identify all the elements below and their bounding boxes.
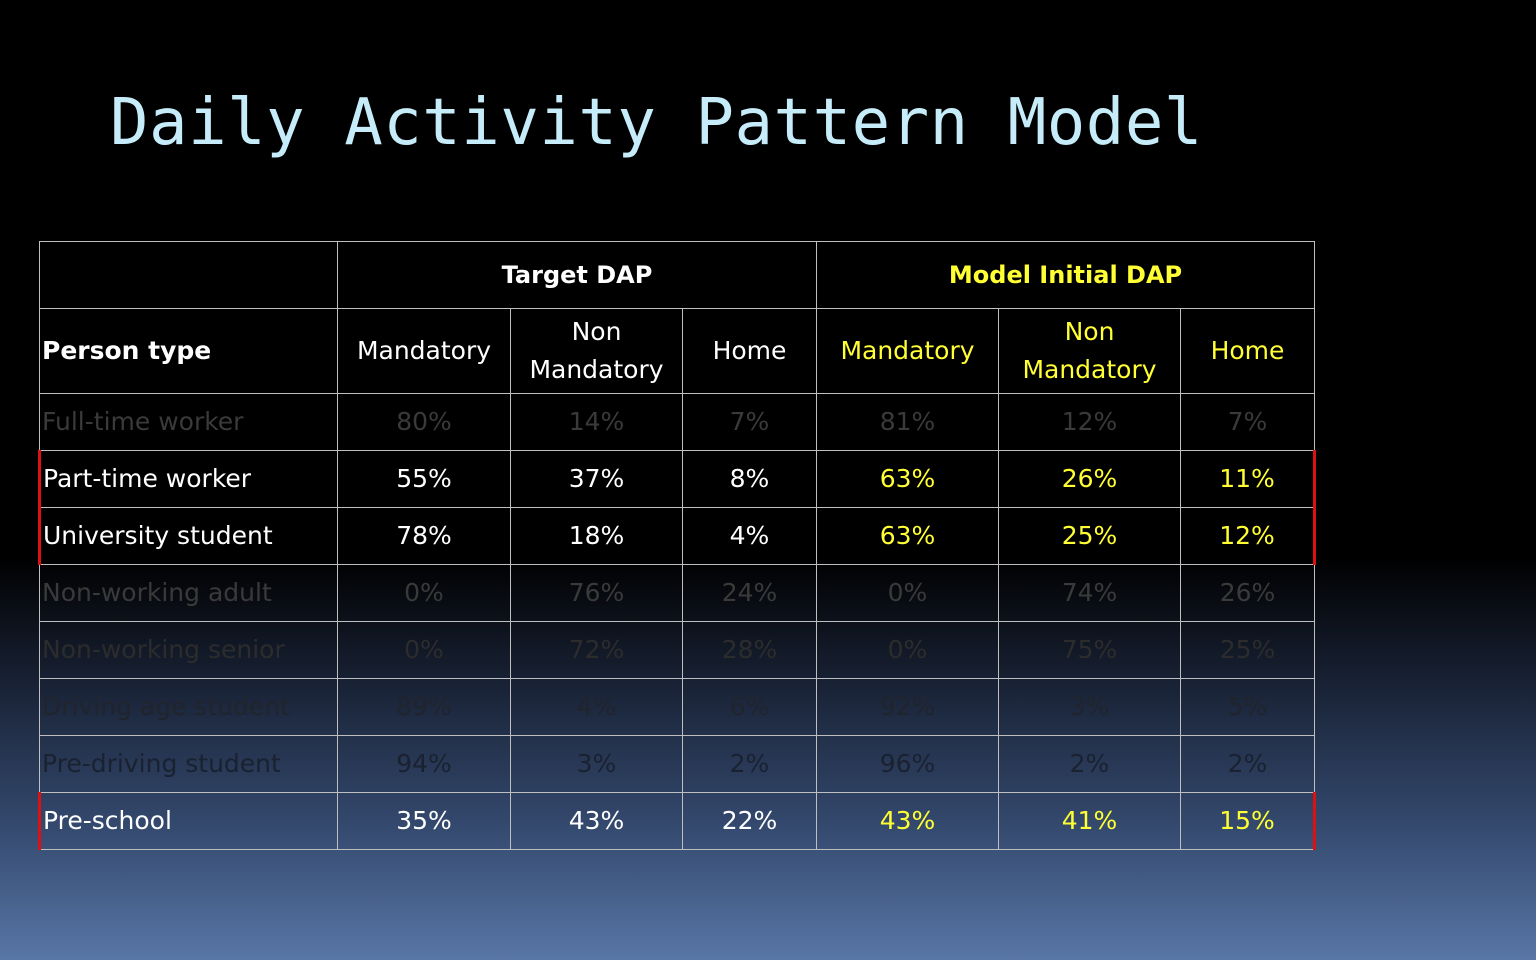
cell-target-home: 28% [682, 621, 817, 679]
cell-target-non-mandatory: 43% [510, 792, 683, 850]
column-header-row: Person type Mandatory Non Mandatory Home… [39, 308, 1315, 394]
cell-target-mandatory: 0% [337, 564, 511, 622]
cell-target-mandatory: 78% [337, 507, 511, 565]
cell-target-home: 6% [682, 678, 817, 736]
cell-target-home: 22% [682, 792, 817, 850]
cell-model-non-mandatory: 25% [998, 507, 1181, 565]
table-row: Pre-driving student 94% 3% 2% 96% 2% 2% [39, 735, 1315, 793]
cell-target-non-mandatory: 72% [510, 621, 683, 679]
row-label: Full-time worker [39, 393, 338, 451]
cell-model-mandatory: 63% [816, 507, 999, 565]
group-header-target: Target DAP [337, 241, 817, 309]
cell-target-non-mandatory: 3% [510, 735, 683, 793]
table-row: Full-time worker 80% 14% 7% 81% 12% 7% [39, 393, 1315, 451]
group-header-model: Model Initial DAP [816, 241, 1315, 309]
cell-target-non-mandatory: 76% [510, 564, 683, 622]
col-header-model-non-mandatory: Non Mandatory [998, 308, 1181, 394]
cell-model-mandatory: 81% [816, 393, 999, 451]
cell-model-mandatory: 0% [816, 621, 999, 679]
cell-model-home: 7% [1180, 393, 1315, 451]
row-label: University student [38, 507, 338, 565]
table-row: Driving age student 89% 4% 6% 92% 3% 5% [39, 678, 1315, 736]
cell-target-home: 4% [682, 507, 817, 565]
cell-model-home: 25% [1180, 621, 1315, 679]
col-header-model-home: Home [1180, 308, 1315, 394]
cell-model-mandatory: 63% [816, 450, 999, 508]
row-label: Pre-driving student [39, 735, 338, 793]
table-row: Non-working senior 0% 72% 28% 0% 75% 25% [39, 621, 1315, 679]
row-label: Driving age student [39, 678, 338, 736]
cell-model-mandatory: 43% [816, 792, 999, 850]
cell-model-mandatory: 96% [816, 735, 999, 793]
cell-model-home: 15% [1180, 792, 1316, 850]
cell-model-mandatory: 92% [816, 678, 999, 736]
cell-model-non-mandatory: 41% [998, 792, 1181, 850]
cell-model-home: 12% [1180, 507, 1316, 565]
empty-header-cell [39, 241, 338, 309]
cell-target-home: 2% [682, 735, 817, 793]
col-header-target-home: Home [682, 308, 817, 394]
row-label: Non-working adult [39, 564, 338, 622]
cell-target-non-mandatory: 18% [510, 507, 683, 565]
table-row: Non-working adult 0% 76% 24% 0% 74% 26% [39, 564, 1315, 622]
cell-model-non-mandatory: 26% [998, 450, 1181, 508]
table-row-highlighted: Pre-school 35% 43% 22% 43% 41% 15% [38, 792, 1316, 850]
cell-target-mandatory: 55% [337, 450, 511, 508]
cell-target-non-mandatory: 37% [510, 450, 683, 508]
dap-table: Target DAP Model Initial DAP Person type… [38, 241, 1316, 850]
cell-model-home: 5% [1180, 678, 1315, 736]
cell-model-non-mandatory: 2% [998, 735, 1181, 793]
cell-target-non-mandatory: 4% [510, 678, 683, 736]
table-row-highlighted: Part-time worker 55% 37% 8% 63% 26% 11% [38, 450, 1316, 508]
cell-target-mandatory: 35% [337, 792, 511, 850]
page-title: Daily Activity Pattern Model [110, 86, 1203, 160]
row-label: Part-time worker [38, 450, 338, 508]
row-label: Non-working senior [39, 621, 338, 679]
person-type-header: Person type [39, 308, 338, 394]
cell-model-non-mandatory: 12% [998, 393, 1181, 451]
cell-model-mandatory: 0% [816, 564, 999, 622]
cell-target-home: 24% [682, 564, 817, 622]
cell-model-home: 26% [1180, 564, 1315, 622]
cell-target-mandatory: 89% [337, 678, 511, 736]
cell-target-home: 7% [682, 393, 817, 451]
col-header-target-non-mandatory: Non Mandatory [510, 308, 683, 394]
cell-model-non-mandatory: 74% [998, 564, 1181, 622]
col-header-target-mandatory: Mandatory [337, 308, 511, 394]
table-row-highlighted: University student 78% 18% 4% 63% 25% 12… [38, 507, 1316, 565]
cell-model-non-mandatory: 75% [998, 621, 1181, 679]
cell-target-mandatory: 80% [337, 393, 511, 451]
cell-model-home: 11% [1180, 450, 1316, 508]
cell-target-mandatory: 94% [337, 735, 511, 793]
cell-target-mandatory: 0% [337, 621, 511, 679]
cell-model-non-mandatory: 3% [998, 678, 1181, 736]
cell-model-home: 2% [1180, 735, 1315, 793]
cell-target-home: 8% [682, 450, 817, 508]
row-label: Pre-school [38, 792, 338, 850]
cell-target-non-mandatory: 14% [510, 393, 683, 451]
group-header-row: Target DAP Model Initial DAP [39, 241, 1315, 309]
col-header-model-mandatory: Mandatory [816, 308, 999, 394]
